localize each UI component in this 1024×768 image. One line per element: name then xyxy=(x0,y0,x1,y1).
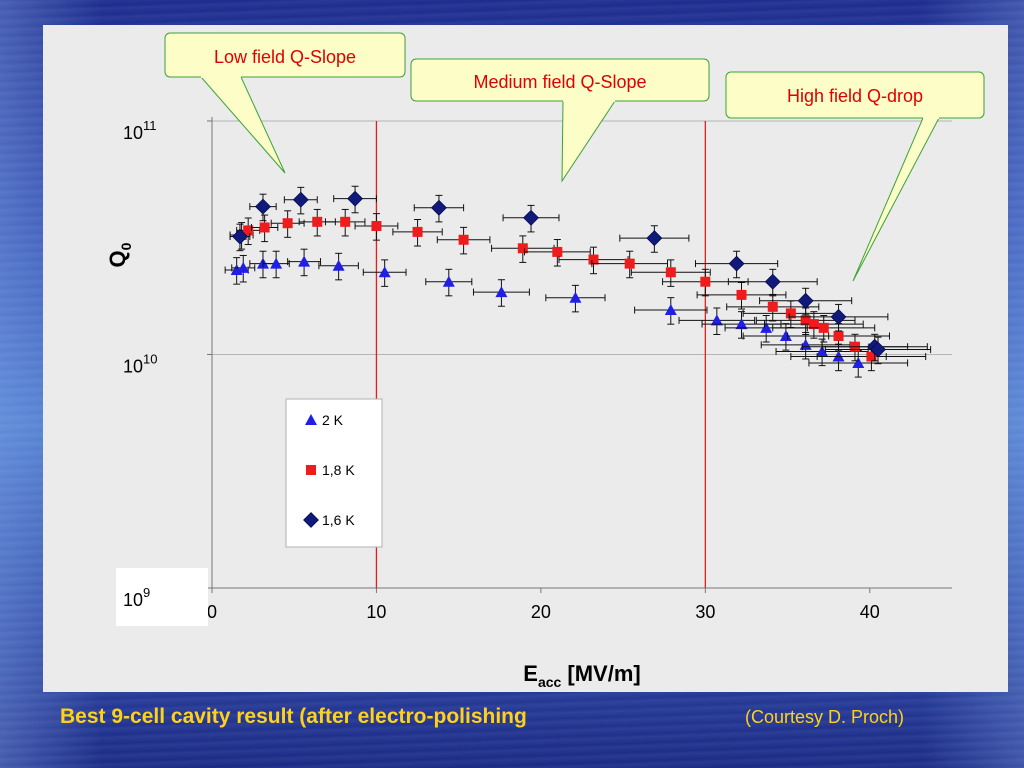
legend-marker xyxy=(305,414,317,425)
series-2 xyxy=(229,185,932,365)
callout-2: High field Q-drop xyxy=(725,71,985,282)
data-point xyxy=(735,318,748,330)
x-tick-label: 10 xyxy=(366,602,386,622)
legend-box xyxy=(285,398,383,548)
legend-marker xyxy=(303,512,319,528)
data-point xyxy=(710,314,723,326)
data-point xyxy=(298,255,311,267)
callout-pointer xyxy=(199,76,286,174)
data-point xyxy=(728,255,745,272)
data-point xyxy=(665,267,676,278)
data-point xyxy=(442,275,455,287)
data-point xyxy=(700,276,711,287)
callout-label: High field Q-drop xyxy=(787,86,923,106)
callout-box xyxy=(410,58,710,102)
data-point xyxy=(808,319,819,330)
data-point xyxy=(624,258,635,269)
data-point xyxy=(292,191,309,208)
y-tick-label: 1010 xyxy=(123,352,158,377)
legend-marker xyxy=(306,465,316,475)
data-point xyxy=(736,289,747,300)
slide-caption: Best 9-cell cavity result (after electro… xyxy=(60,705,527,728)
slide-credit: (Courtesy D. Proch) xyxy=(745,707,905,727)
callout-1: Medium field Q-Slope xyxy=(410,58,710,183)
data-point xyxy=(816,345,829,357)
x-tick-label: 0 xyxy=(207,602,217,622)
data-point xyxy=(569,291,582,303)
data-point xyxy=(646,230,663,247)
chart-svg: 0 10 20 30 40 109 1010 1011 Eacc [MV/m] Q0 2 K 1,8 … xyxy=(105,32,985,690)
x-tick-label: 30 xyxy=(695,602,715,622)
data-point xyxy=(517,243,528,254)
data-point xyxy=(552,246,563,257)
data-point xyxy=(340,216,351,227)
callout-box xyxy=(164,32,406,78)
legend-label: 2 K xyxy=(322,412,344,428)
data-point xyxy=(818,322,829,333)
data-point xyxy=(797,292,814,309)
data-point xyxy=(779,330,792,342)
y-tick-label: 1011 xyxy=(123,118,157,143)
data-point xyxy=(760,321,773,333)
data-point xyxy=(232,228,248,245)
x-tick-label: 20 xyxy=(531,602,551,622)
data-point xyxy=(785,308,796,319)
data-point xyxy=(830,308,847,325)
legend: 2 K 1,8 K 1,6 K xyxy=(285,398,383,548)
data-point xyxy=(852,356,865,368)
callout-0: Low field Q-Slope xyxy=(164,32,406,174)
data-point xyxy=(458,234,469,245)
data-point xyxy=(282,218,293,229)
data-point xyxy=(259,222,270,233)
x-axis-label: Eacc [MV/m] xyxy=(523,661,641,690)
data-point xyxy=(767,301,778,312)
callout-pointer xyxy=(852,117,940,282)
data-point xyxy=(347,190,363,207)
data-point xyxy=(237,261,250,273)
x-tick-label: 40 xyxy=(860,602,880,622)
data-point xyxy=(588,254,599,265)
data-point xyxy=(431,199,447,216)
callout-label: Medium field Q-Slope xyxy=(473,72,646,92)
data-point xyxy=(523,209,539,226)
callout-label: Low field Q-Slope xyxy=(214,47,356,67)
legend-label: 1,6 K xyxy=(322,512,355,528)
chart-panel: 0 10 20 30 40 109 1010 1011 Eacc [MV/m] Q0 2 K 1,8 … xyxy=(43,25,1008,692)
data-point xyxy=(371,221,382,232)
callout-box xyxy=(725,71,985,119)
y-axis-label: Q0 xyxy=(105,242,134,267)
y-tick-label-box xyxy=(116,568,208,626)
data-point xyxy=(764,273,781,290)
data-point xyxy=(495,286,508,298)
data-point xyxy=(800,315,811,326)
data-point xyxy=(243,225,254,236)
y-tick-label: 109 xyxy=(123,585,150,610)
data-point xyxy=(664,304,677,316)
legend-label: 1,8 K xyxy=(322,462,355,478)
data-point xyxy=(866,351,877,362)
callout-pointer xyxy=(561,100,616,183)
data-point xyxy=(870,341,886,358)
data-point xyxy=(378,266,391,278)
data-point xyxy=(332,259,345,271)
data-point xyxy=(270,257,283,269)
series-1 xyxy=(229,208,927,372)
data-point xyxy=(312,216,323,227)
data-point xyxy=(412,226,423,237)
data-point xyxy=(255,198,271,215)
data-point xyxy=(833,331,844,342)
